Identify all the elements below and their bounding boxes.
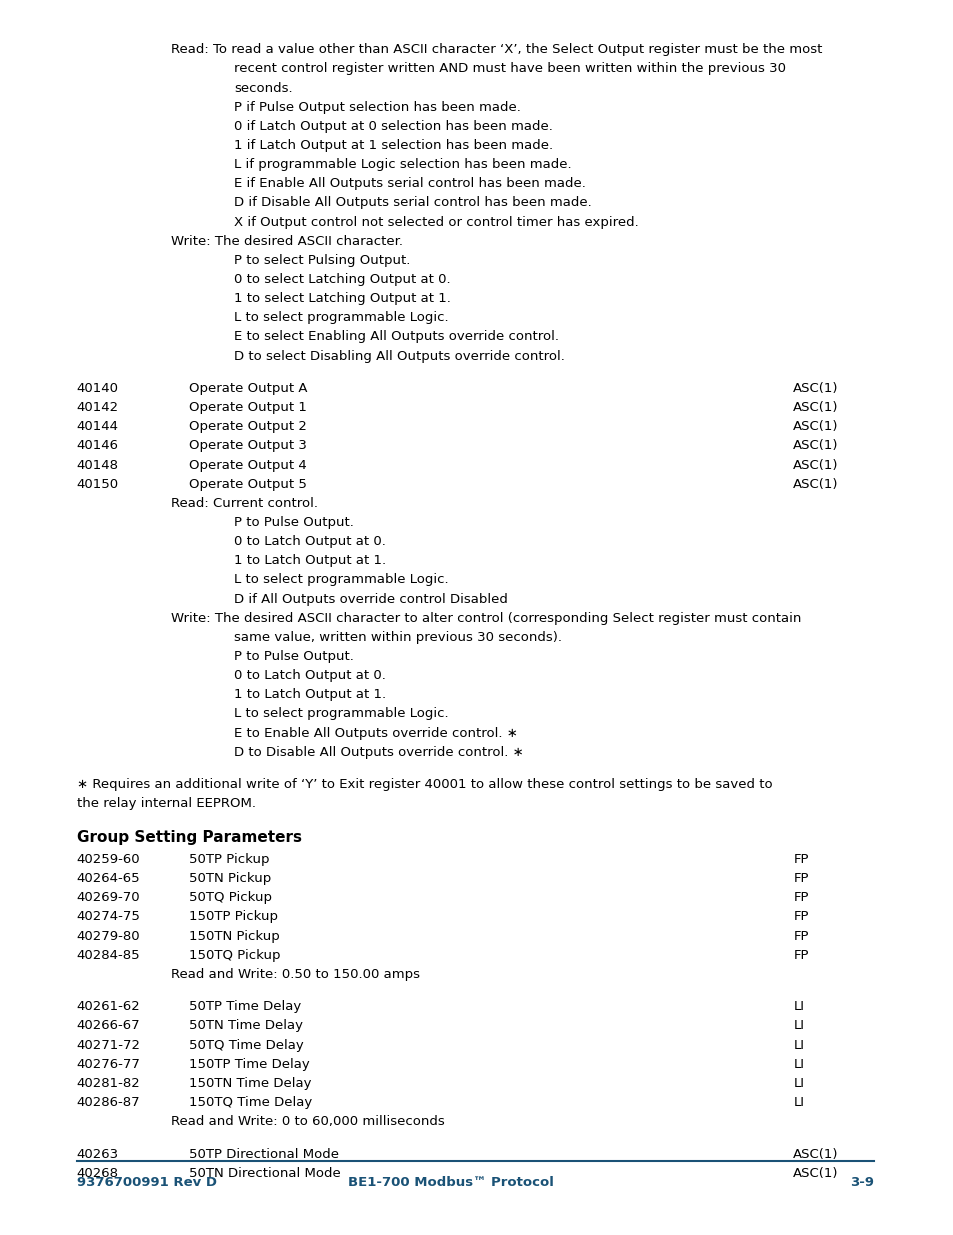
Text: seconds.: seconds. <box>234 82 293 95</box>
Text: D if All Outputs override control Disabled: D if All Outputs override control Disabl… <box>234 593 508 605</box>
Text: 150TN Time Delay: 150TN Time Delay <box>189 1077 312 1091</box>
Text: 40279-80: 40279-80 <box>76 930 140 942</box>
Text: E to select Enabling All Outputs override control.: E to select Enabling All Outputs overrid… <box>234 330 558 343</box>
Text: Operate Output A: Operate Output A <box>189 382 308 395</box>
Text: 40263: 40263 <box>76 1147 118 1161</box>
Text: 50TP Directional Mode: 50TP Directional Mode <box>189 1147 339 1161</box>
Text: ASC(1): ASC(1) <box>793 458 838 472</box>
Text: D to Disable All Outputs override control. ∗: D to Disable All Outputs override contro… <box>234 746 523 758</box>
Text: BE1-700 Modbus™ Protocol: BE1-700 Modbus™ Protocol <box>348 1176 553 1189</box>
Text: 40146: 40146 <box>76 440 118 452</box>
Text: P to Pulse Output.: P to Pulse Output. <box>234 650 354 663</box>
Text: 3-9: 3-9 <box>849 1176 874 1189</box>
Text: Operate Output 1: Operate Output 1 <box>189 401 307 414</box>
Text: 0 if Latch Output at 0 selection has been made.: 0 if Latch Output at 0 selection has bee… <box>234 120 553 133</box>
Text: 40264-65: 40264-65 <box>76 872 140 885</box>
Text: E to Enable All Outputs override control. ∗: E to Enable All Outputs override control… <box>234 726 517 740</box>
Text: ASC(1): ASC(1) <box>793 401 838 414</box>
Text: 40266-67: 40266-67 <box>76 1019 140 1032</box>
Text: FP: FP <box>793 910 808 924</box>
Text: 150TN Pickup: 150TN Pickup <box>189 930 280 942</box>
Text: Read and Write: 0.50 to 150.00 amps: Read and Write: 0.50 to 150.00 amps <box>172 968 420 981</box>
Text: X if Output control not selected or control timer has expired.: X if Output control not selected or cont… <box>234 215 639 228</box>
Text: 40268: 40268 <box>76 1167 118 1179</box>
Text: 0 to Latch Output at 0.: 0 to Latch Output at 0. <box>234 535 386 548</box>
Text: P if Pulse Output selection has been made.: P if Pulse Output selection has been mad… <box>234 101 520 114</box>
Text: 40261-62: 40261-62 <box>76 1000 140 1014</box>
Text: 150TQ Time Delay: 150TQ Time Delay <box>189 1095 313 1109</box>
Text: FP: FP <box>793 930 808 942</box>
Text: Write: The desired ASCII character.: Write: The desired ASCII character. <box>172 235 403 248</box>
Text: 40271-72: 40271-72 <box>76 1039 140 1052</box>
Text: LI: LI <box>793 1019 803 1032</box>
Text: LI: LI <box>793 1077 803 1091</box>
Text: 40148: 40148 <box>76 458 118 472</box>
Text: 40286-87: 40286-87 <box>76 1095 140 1109</box>
Text: 40274-75: 40274-75 <box>76 910 140 924</box>
Text: Operate Output 5: Operate Output 5 <box>189 478 307 490</box>
Text: recent control register written AND must have been written within the previous 3: recent control register written AND must… <box>234 63 785 75</box>
Text: 1 to Latch Output at 1.: 1 to Latch Output at 1. <box>234 688 386 701</box>
Text: LI: LI <box>793 1095 803 1109</box>
Text: 40144: 40144 <box>76 420 118 433</box>
Text: 50TN Directional Mode: 50TN Directional Mode <box>189 1167 341 1179</box>
Text: D if Disable All Outputs serial control has been made.: D if Disable All Outputs serial control … <box>234 196 592 210</box>
Text: 50TN Time Delay: 50TN Time Delay <box>189 1019 303 1032</box>
Text: 40276-77: 40276-77 <box>76 1057 140 1071</box>
Text: Operate Output 4: Operate Output 4 <box>189 458 307 472</box>
Text: L to select programmable Logic.: L to select programmable Logic. <box>234 708 449 720</box>
Text: P to Pulse Output.: P to Pulse Output. <box>234 516 354 529</box>
Text: 40150: 40150 <box>76 478 118 490</box>
Text: FP: FP <box>793 872 808 885</box>
Text: LI: LI <box>793 1039 803 1052</box>
Text: Group Setting Parameters: Group Setting Parameters <box>76 830 301 845</box>
Text: 9376700991 Rev D: 9376700991 Rev D <box>76 1176 216 1189</box>
Text: 40142: 40142 <box>76 401 118 414</box>
Text: Operate Output 2: Operate Output 2 <box>189 420 307 433</box>
Text: ASC(1): ASC(1) <box>793 382 838 395</box>
Text: 50TQ Pickup: 50TQ Pickup <box>189 892 272 904</box>
Text: 50TN Pickup: 50TN Pickup <box>189 872 272 885</box>
Text: 1 to Latch Output at 1.: 1 to Latch Output at 1. <box>234 555 386 567</box>
Text: LI: LI <box>793 1000 803 1014</box>
Text: 40259-60: 40259-60 <box>76 853 140 866</box>
Text: Write: The desired ASCII character to alter control (corresponding Select regist: Write: The desired ASCII character to al… <box>172 611 801 625</box>
Text: 150TP Pickup: 150TP Pickup <box>189 910 278 924</box>
Text: 1 if Latch Output at 1 selection has been made.: 1 if Latch Output at 1 selection has bee… <box>234 138 553 152</box>
Text: L if programmable Logic selection has been made.: L if programmable Logic selection has be… <box>234 158 572 172</box>
Text: LI: LI <box>793 1057 803 1071</box>
Text: ASC(1): ASC(1) <box>793 440 838 452</box>
Text: ASC(1): ASC(1) <box>793 1167 838 1179</box>
Text: P to select Pulsing Output.: P to select Pulsing Output. <box>234 253 411 267</box>
Text: 50TP Pickup: 50TP Pickup <box>189 853 270 866</box>
Text: FP: FP <box>793 853 808 866</box>
Text: ASC(1): ASC(1) <box>793 420 838 433</box>
Text: FP: FP <box>793 892 808 904</box>
Text: 40281-82: 40281-82 <box>76 1077 140 1091</box>
Text: Read: To read a value other than ASCII character ‘X’, the Select Output register: Read: To read a value other than ASCII c… <box>172 43 821 57</box>
Text: 50TP Time Delay: 50TP Time Delay <box>189 1000 301 1014</box>
Text: the relay internal EEPROM.: the relay internal EEPROM. <box>76 798 255 810</box>
Text: 0 to Latch Output at 0.: 0 to Latch Output at 0. <box>234 669 386 682</box>
Text: same value, written within previous 30 seconds).: same value, written within previous 30 s… <box>234 631 562 643</box>
Text: ∗ Requires an additional write of ‘Y’ to Exit register 40001 to allow these cont: ∗ Requires an additional write of ‘Y’ to… <box>76 778 771 792</box>
Text: ASC(1): ASC(1) <box>793 478 838 490</box>
Text: L to select programmable Logic.: L to select programmable Logic. <box>234 311 449 325</box>
Text: D to select Disabling All Outputs override control.: D to select Disabling All Outputs overri… <box>234 350 565 363</box>
Text: 150TQ Pickup: 150TQ Pickup <box>189 948 280 962</box>
Text: Read: Current control.: Read: Current control. <box>172 496 318 510</box>
Text: 40269-70: 40269-70 <box>76 892 140 904</box>
Text: E if Enable All Outputs serial control has been made.: E if Enable All Outputs serial control h… <box>234 177 586 190</box>
Text: 0 to select Latching Output at 0.: 0 to select Latching Output at 0. <box>234 273 451 287</box>
Text: ASC(1): ASC(1) <box>793 1147 838 1161</box>
Text: 40140: 40140 <box>76 382 118 395</box>
Text: 50TQ Time Delay: 50TQ Time Delay <box>189 1039 304 1052</box>
Text: Read and Write: 0 to 60,000 milliseconds: Read and Write: 0 to 60,000 milliseconds <box>172 1115 444 1129</box>
Text: L to select programmable Logic.: L to select programmable Logic. <box>234 573 449 587</box>
Text: 1 to select Latching Output at 1.: 1 to select Latching Output at 1. <box>234 291 451 305</box>
Text: FP: FP <box>793 948 808 962</box>
Text: 150TP Time Delay: 150TP Time Delay <box>189 1057 310 1071</box>
Text: Operate Output 3: Operate Output 3 <box>189 440 307 452</box>
Text: 40284-85: 40284-85 <box>76 948 140 962</box>
